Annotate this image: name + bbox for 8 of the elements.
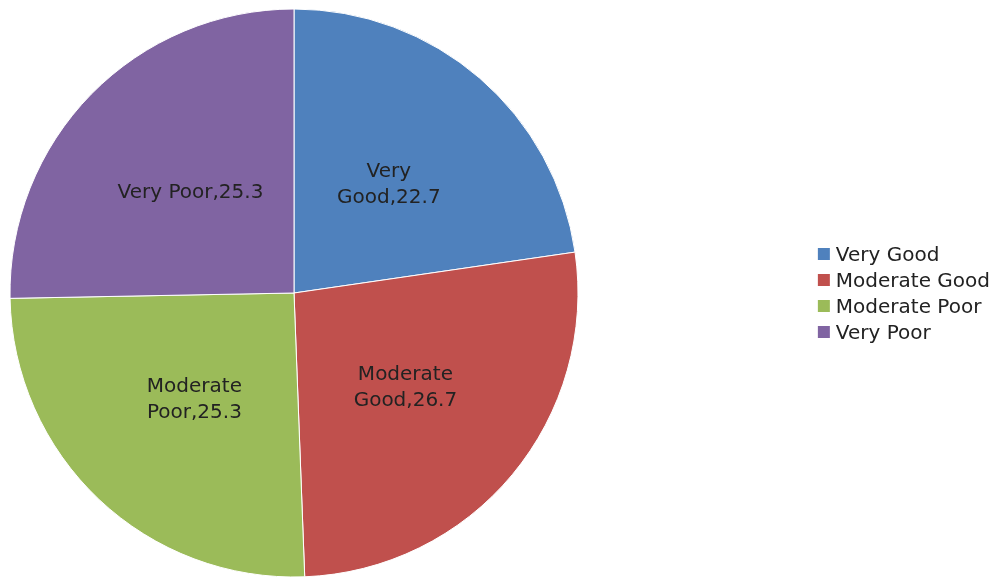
data-label: Very Poor,25.3 [117, 179, 264, 204]
legend-label: Very Poor [835, 320, 932, 344]
legend-label: Moderate Poor [835, 294, 983, 318]
legend-label: Moderate Good [835, 268, 990, 292]
data-label: Very Good,22.7 [337, 158, 441, 209]
legend-label: Very Good [835, 242, 940, 266]
data-label: Moderate Poor,25.3 [146, 373, 242, 424]
data-label: Moderate Good,26.7 [353, 360, 458, 411]
